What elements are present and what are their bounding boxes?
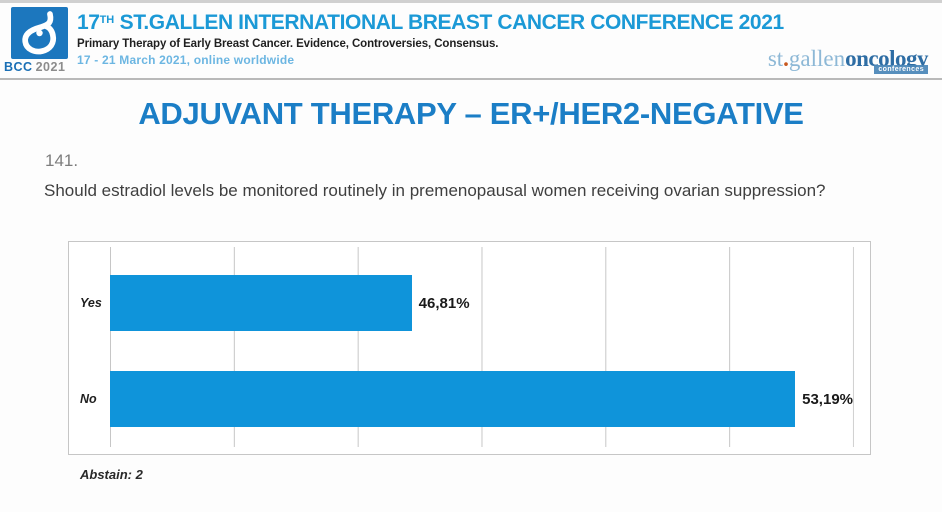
- bcc-drop-icon: [22, 11, 57, 55]
- org-logo-conferences-badge: conferences: [874, 65, 928, 74]
- conference-title-sup: TH: [99, 14, 115, 26]
- bcc-logo: [11, 7, 68, 59]
- bar-row-no: 53,19%: [110, 371, 853, 427]
- bar-value-yes: 46,81%: [418, 294, 470, 312]
- bcc-logo-year: 2021: [35, 60, 66, 74]
- bar-row-yes: 46,81%: [110, 275, 853, 331]
- bar-no: [110, 371, 796, 427]
- bar-chart: 46,81% 53,19% Yes No: [68, 241, 871, 455]
- slide-title: ADJUVANT THERAPY – ER+/HER2-NEGATIVE: [138, 96, 804, 131]
- header-text-block: 17TH ST.GALLEN INTERNATIONAL BREAST CANC…: [77, 8, 784, 67]
- plot-area: 46,81% 53,19%: [110, 247, 854, 447]
- category-label-no: No: [80, 392, 97, 406]
- bcc-logo-caption: BCC 2021: [4, 60, 74, 74]
- conference-subtitle: Primary Therapy of Early Breast Cancer. …: [77, 38, 499, 50]
- abstain-note: Abstain: 2: [80, 467, 143, 482]
- bar-value-no: 53,19%: [802, 390, 853, 408]
- conference-dates: 17 - 21 March 2021, online worldwide: [77, 53, 295, 67]
- question-number: 141.: [45, 151, 79, 170]
- conference-title-main: ST.GALLEN INTERNATIONAL BREAST CANCER CO…: [114, 11, 785, 34]
- question-text: Should estradiol levels be monitored rou…: [44, 181, 826, 200]
- frame-top-edge: [0, 0, 942, 3]
- bar-yes: [110, 275, 412, 331]
- conference-header: BCC 2021 17TH ST.GALLEN INTERNATIONAL BRE…: [0, 3, 942, 80]
- bcc-logo-text: BCC: [4, 60, 33, 74]
- stgallen-oncology-logo: st.gallenoncology conferences: [767, 46, 928, 74]
- org-logo-gallen: gallen: [788, 46, 846, 71]
- category-label-yes: Yes: [80, 296, 102, 310]
- org-logo-dot: .: [783, 46, 789, 71]
- conference-title-num: 17: [77, 11, 100, 34]
- conference-title: 17TH ST.GALLEN INTERNATIONAL BREAST CANC…: [77, 8, 784, 35]
- org-logo-st: st: [767, 46, 784, 71]
